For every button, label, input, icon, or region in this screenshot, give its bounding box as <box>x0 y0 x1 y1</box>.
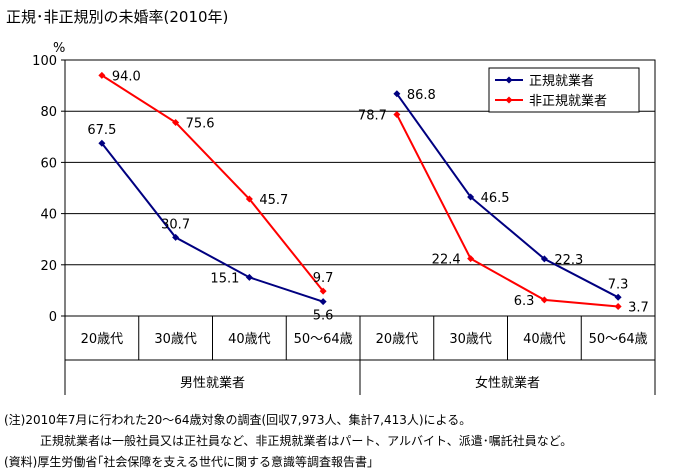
data-marker <box>540 296 548 304</box>
series-line <box>101 142 324 303</box>
data-marker <box>98 71 106 79</box>
x-tick-label: 20歳代 <box>376 332 419 347</box>
data-label: 30.7 <box>161 217 190 232</box>
series-line <box>395 114 619 308</box>
note-definition: 正規就業者は一般社員又は正社員など、非正規就業者はパート、アルバイト、派遣･嘱託… <box>40 434 573 448</box>
legend-label: 非正規就業者 <box>529 93 607 109</box>
data-label: 94.0 <box>112 69 141 84</box>
y-tick-label: 20 <box>40 259 57 274</box>
y-tick-label: 80 <box>40 105 57 120</box>
data-label: 78.7 <box>358 109 387 124</box>
data-label: 9.7 <box>313 271 334 286</box>
legend-swatch-marker <box>505 96 513 104</box>
data-label: 46.5 <box>481 191 510 206</box>
data-marker <box>98 139 106 147</box>
data-label: 3.7 <box>628 301 649 316</box>
x-tick-label: 40歳代 <box>228 332 271 347</box>
x-tick-label: 40歳代 <box>523 332 566 347</box>
x-tick-label: 30歳代 <box>449 332 492 347</box>
note-survey: (注)2010年7月に行われた20～64歳対象の調査(回収7,973人、集計7,… <box>4 413 472 427</box>
grid <box>65 110 655 266</box>
x-tick-label: 50～64歳 <box>294 332 353 347</box>
series <box>98 71 622 311</box>
group-label: 男性就業者 <box>180 375 245 391</box>
data-marker <box>614 303 622 311</box>
data-label: 67.5 <box>87 123 116 138</box>
data-marker <box>172 233 180 241</box>
data-marker <box>393 90 401 98</box>
data-marker <box>319 298 327 306</box>
data-label: 75.6 <box>186 116 215 131</box>
data-label: 7.3 <box>608 277 629 292</box>
data-marker <box>172 118 180 126</box>
group-label: 女性就業者 <box>475 375 540 391</box>
y-tick-label: 100 <box>32 54 57 69</box>
data-marker <box>614 293 622 301</box>
data-label: 5.6 <box>313 309 334 324</box>
x-tick-label: 50～64歳 <box>589 332 648 347</box>
chart-title: 正規･非正規別の未婚率(2010年) <box>6 8 229 26</box>
note-source: (資料)厚生労働省｢社会保障を支える世代に関する意識等調査報告書｣ <box>4 455 374 469</box>
legend-box <box>488 67 640 113</box>
data-marker <box>393 111 401 119</box>
data-labels: 67.5 30.7 15.1 5.6 94.0 75.6 45.7 9.7 86.8 46.5 22… <box>87 69 648 323</box>
data-label: 86.8 <box>407 88 436 103</box>
data-label: 22.4 <box>432 253 461 268</box>
x-tick-label: 30歳代 <box>154 332 197 347</box>
y-tick-label: 0 <box>49 310 57 325</box>
y-unit-label: % <box>53 41 65 56</box>
y-tick-label: 40 <box>40 208 57 223</box>
data-marker <box>245 273 253 281</box>
x-tick-label: 20歳代 <box>81 332 124 347</box>
y-tick-label: 60 <box>40 156 57 171</box>
data-marker <box>319 287 327 295</box>
data-marker <box>467 255 475 263</box>
data-marker <box>467 193 475 201</box>
series-line <box>101 74 324 292</box>
series-line <box>396 93 619 299</box>
legend-swatch-marker <box>505 76 513 84</box>
legend-label: 正規就業者 <box>529 73 594 89</box>
data-label: 45.7 <box>259 193 288 208</box>
data-marker <box>540 255 548 263</box>
data-marker <box>245 195 253 203</box>
data-label: 15.1 <box>210 271 239 286</box>
data-label: 6.3 <box>514 294 535 309</box>
data-label: 22.3 <box>554 253 583 268</box>
